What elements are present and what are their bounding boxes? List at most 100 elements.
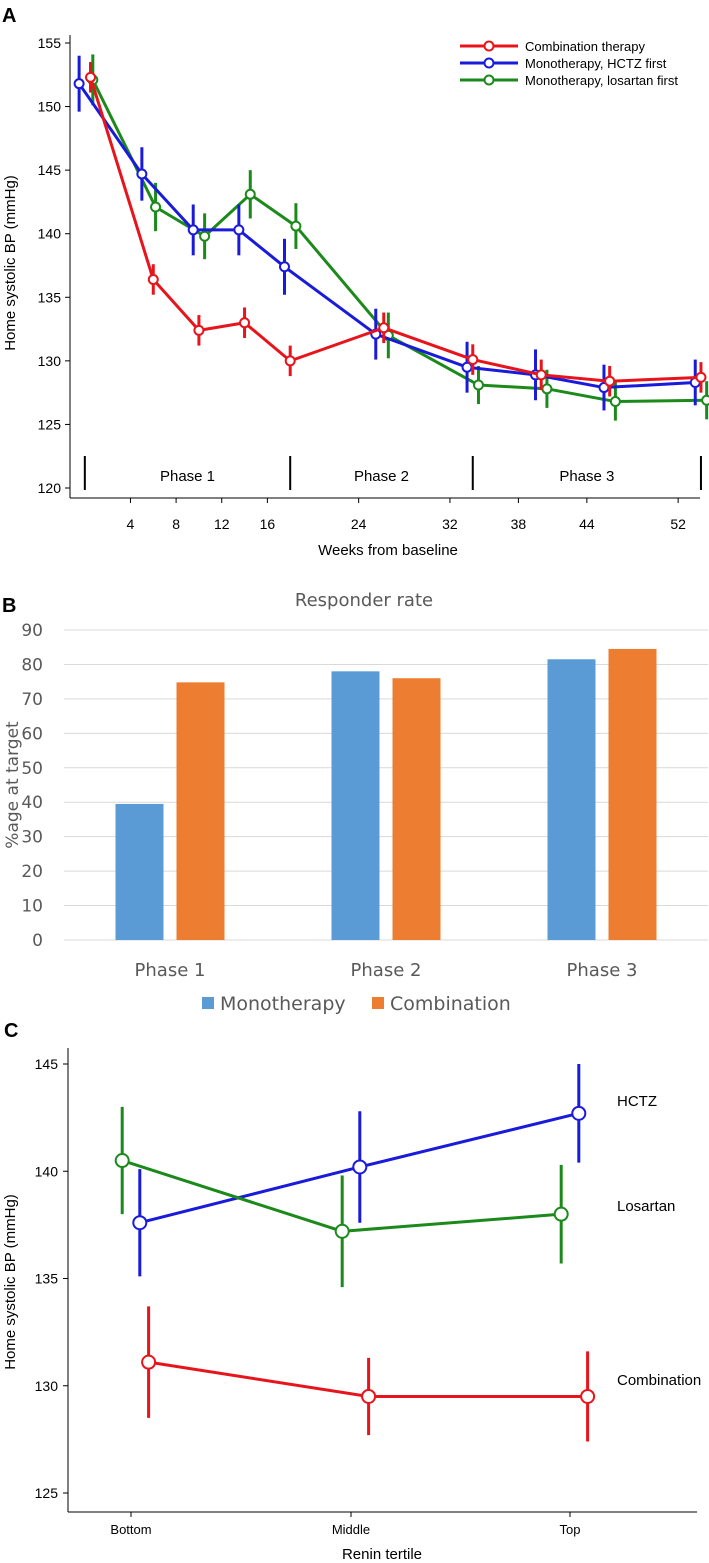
data-point [136,168,148,180]
y-tick-label: 150 [38,99,62,115]
series-combination-therapy [85,62,707,397]
bar-monotherapy-phase-2 [331,671,380,940]
data-point [352,1159,368,1175]
y-tick-label: 145 [38,162,62,178]
y-tick-label: 120 [38,480,62,496]
category-label: Phase 3 [567,960,638,981]
panel-c-label: C [4,1020,18,1042]
category-label: Phase 2 [351,960,422,981]
bar-combination-phase-2 [392,678,441,940]
data-point [472,379,484,391]
category-label: Phase 1 [135,960,206,981]
data-point [244,188,256,200]
y-tick-label: 125 [35,1485,59,1501]
data-point [467,354,479,366]
panel-a-label: A [2,5,16,27]
data-point [535,369,547,381]
data-point [199,230,211,242]
panel-c-y-ticks: 125 130 135 140 145 [35,1056,68,1501]
legend-item-label: Combination therapy [525,39,645,54]
y-tick-label: 145 [35,1056,59,1072]
y-tick-label: 135 [38,289,62,305]
x-tick-label: 52 [670,516,686,532]
panel-b-category-labels: Phase 1 Phase 2 Phase 3 [135,960,638,981]
panel-b-gridlines: 0 10 20 30 40 50 60 70 80 90 [21,621,708,951]
y-tick-label: 130 [38,353,62,369]
legend-item-label: Combination [390,993,511,1015]
x-tick-label: 44 [579,516,595,532]
data-point [604,375,616,387]
data-point [73,78,85,90]
x-tick-label: 32 [442,516,458,532]
panel-b-label: B [2,595,16,617]
x-tick-label: 12 [214,516,230,532]
panel-b-y-axis-label: %age at target [3,721,23,849]
data-point [701,394,709,406]
legend-item-label: Monotherapy [220,993,346,1015]
series-losartan: Losartan [114,1106,675,1288]
panel-c-series-group: HCTZ Losartan Combination [114,1064,701,1442]
panel-a-x-axis-label: Weeks from baseline [318,542,458,559]
y-tick-label: 0 [32,931,43,951]
panel-c: C 125 130 135 140 145 Bottom Middle Top HCTZ Lo… [2,1020,701,1563]
y-tick-label: 130 [35,1378,59,1394]
data-point [571,1105,587,1121]
data-point [378,322,390,334]
data-point [147,273,159,285]
data-point [580,1388,596,1404]
y-tick-label: 155 [38,35,62,51]
y-tick-label: 70 [21,690,43,710]
series-label-combination: Combination [617,1372,701,1389]
legend-item-label: Monotherapy, losartan first [525,73,678,88]
panel-a-series-group [73,54,709,421]
data-point [85,71,97,83]
data-point [132,1215,148,1231]
y-tick-label: 60 [21,724,43,744]
series-line-monotherapy-hctz-first [77,82,696,390]
data-point [193,324,205,336]
x-tick-label: 24 [351,516,367,532]
y-tick-label: 90 [21,621,43,641]
series-combination: Combination [141,1306,701,1442]
y-tick-label: 10 [21,897,43,917]
x-tick-label: 4 [127,516,135,532]
y-tick-label: 140 [38,226,62,242]
bar-monotherapy-phase-1 [115,803,164,940]
panel-a-legend: Combination therapy Monotherapy, HCTZ fir… [460,39,678,88]
data-point [187,224,199,236]
series-monotherapy-losartan-first [87,54,709,421]
y-tick-label: 135 [35,1271,59,1287]
x-tick-label: 8 [172,516,180,532]
x-tick-label: Middle [332,1522,370,1537]
series-line-combination-therapy [89,76,702,383]
data-point [278,261,290,273]
y-tick-label: 40 [21,793,43,813]
series-hctz: HCTZ [132,1064,657,1277]
data-point [233,224,245,236]
series-line-monotherapy-losartan-first [91,79,707,404]
panel-a-y-ticks: 120 125 130 135 140 145 150 155 [38,35,70,496]
y-tick-label: 80 [21,655,43,675]
data-point [695,371,707,383]
data-point [553,1206,569,1222]
data-point [290,220,302,232]
y-tick-label: 20 [21,862,43,882]
legend-swatch-marker [483,74,495,86]
bar-monotherapy-phase-3 [547,659,596,940]
y-tick-label: 125 [38,416,62,432]
panel-a-y-axis-label: Home systolic BP (mmHg) [2,175,19,351]
data-point [609,396,621,408]
bar-combination-phase-3 [608,648,657,940]
phase-label-2: Phase 2 [354,468,409,485]
panel-a-x-ticks: 4 8 12 16 24 32 38 44 52 [127,498,686,532]
x-tick-label: Bottom [110,1522,151,1537]
data-point [334,1223,350,1239]
panel-b-bars [115,648,657,940]
data-point [150,201,162,213]
panel-b-title: Responder rate [295,590,433,611]
legend-swatch-marker [483,57,495,69]
panel-c-x-ticks: Bottom Middle Top [110,1512,580,1537]
x-tick-label: 38 [511,516,527,532]
